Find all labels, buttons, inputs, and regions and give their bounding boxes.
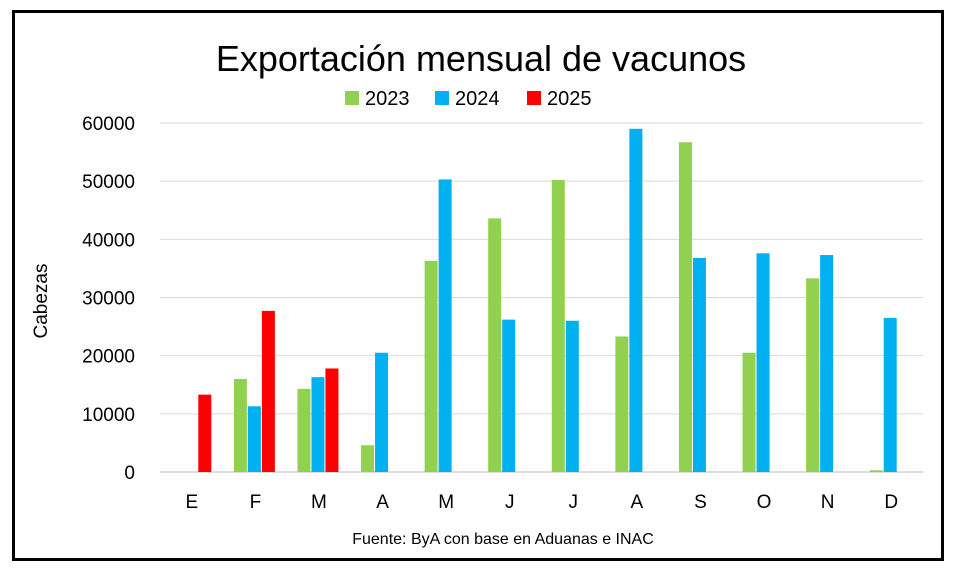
x-tick-label: J	[505, 492, 515, 513]
chart-title: Exportación mensual de vacunos	[216, 38, 746, 79]
legend-swatch-2025	[527, 91, 541, 105]
bar-2023-11	[869, 470, 883, 472]
y-tick-label: 0	[124, 463, 135, 484]
legend-label-2023: 2023	[365, 88, 410, 110]
bar-2024-10	[820, 255, 834, 472]
bar-2024-9	[756, 253, 770, 472]
y-tick-label: 10000	[82, 405, 135, 426]
legend-label-2024: 2024	[455, 88, 500, 110]
y-tick-label: 50000	[82, 172, 135, 193]
bar-2023-5	[488, 218, 502, 472]
x-tick-label: D	[884, 492, 898, 513]
bar-2024-3	[375, 352, 389, 472]
bar-2023-3	[361, 445, 375, 472]
x-tick-label: M	[311, 492, 327, 513]
legend: 2023 2024 2025	[345, 88, 592, 110]
bar-2025-1	[261, 310, 275, 472]
legend-swatch-2024	[435, 91, 449, 105]
x-tick-label: M	[438, 492, 454, 513]
x-tick-label: A	[376, 492, 389, 513]
y-axis: 0 10000 20000 30000 40000 50000 60000	[82, 114, 135, 484]
bars	[198, 128, 897, 473]
source-note: Fuente: ByA con base en Aduanas e INAC	[352, 531, 654, 548]
x-tick-label: O	[757, 492, 772, 513]
bar-2023-10	[806, 278, 820, 472]
x-tick-label: E	[185, 492, 198, 513]
bar-2024-2	[311, 377, 325, 472]
bar-2023-7	[615, 336, 629, 472]
bar-2023-8	[678, 142, 692, 472]
bar-2024-1	[247, 406, 261, 472]
x-tick-label: S	[694, 492, 707, 513]
bar-2024-11	[883, 317, 897, 472]
x-tick-label: J	[569, 492, 579, 513]
bar-2023-9	[742, 352, 756, 472]
legend-swatch-2023	[345, 91, 359, 105]
gridlines	[160, 122, 923, 473]
chart-frame: Exportación mensual de vacunos 2023 2024 2…	[12, 10, 944, 561]
bar-2024-5	[502, 319, 516, 472]
bar-2023-2	[297, 388, 311, 472]
legend-label-2025: 2025	[547, 88, 592, 110]
y-tick-label: 20000	[82, 347, 135, 368]
bar-2024-6	[565, 320, 579, 472]
bar-2024-8	[692, 257, 706, 472]
bar-2024-4	[438, 179, 452, 472]
bar-2025-0	[198, 394, 212, 472]
bar-2024-7	[629, 128, 643, 473]
bar-2025-2	[325, 368, 339, 472]
y-axis-title: Cabezas	[31, 264, 52, 339]
y-tick-label: 40000	[82, 230, 135, 251]
bar-2023-6	[551, 180, 565, 472]
bar-2023-1	[233, 378, 247, 472]
x-tick-label: N	[821, 492, 835, 513]
y-tick-label: 30000	[82, 289, 135, 310]
y-tick-label: 60000	[82, 114, 135, 135]
bar-2023-4	[424, 260, 438, 472]
chart-canvas: Exportación mensual de vacunos 2023 2024 2…	[31, 38, 923, 548]
x-tick-label: F	[250, 492, 262, 513]
x-tick-label: A	[631, 492, 644, 513]
